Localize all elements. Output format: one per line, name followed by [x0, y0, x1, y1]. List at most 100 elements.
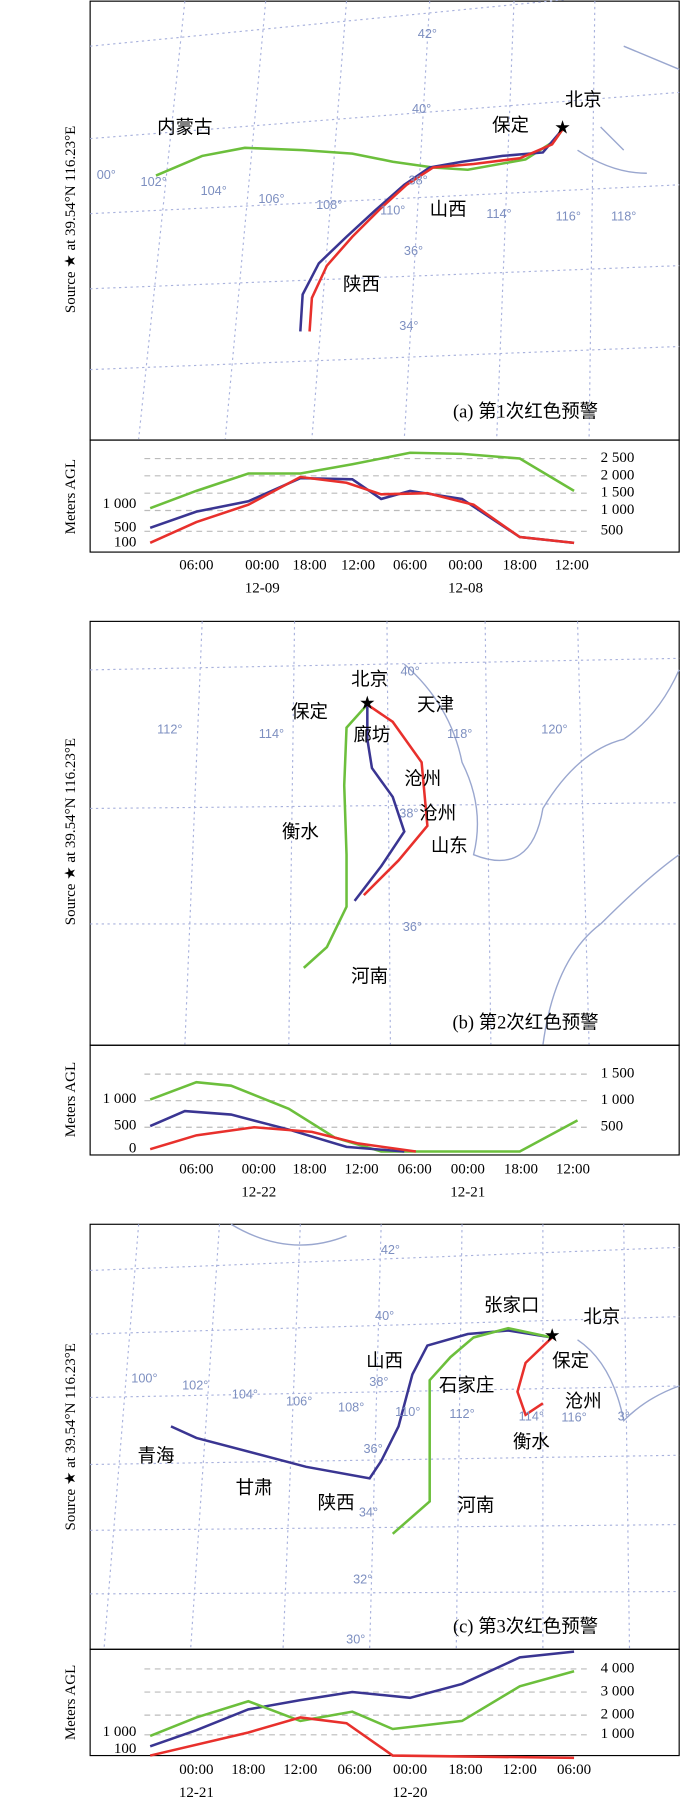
time-label: 12:00	[283, 1762, 317, 1778]
time-label: 18:00	[448, 1762, 482, 1778]
date-label: 12-21	[450, 1185, 485, 1201]
time-label: 12:00	[503, 1762, 537, 1778]
caption: (c) 第3次红色预警	[453, 1617, 598, 1638]
lon-label: 108°	[316, 198, 342, 212]
lat-label: 36°	[364, 1442, 383, 1456]
height-tick-right: 4 000	[601, 1660, 635, 1676]
lon-label: 120°	[541, 722, 567, 736]
time-label: 06:00	[393, 557, 427, 573]
lat-label: 40°	[400, 665, 419, 679]
lat-label: 40°	[375, 1309, 394, 1323]
lon-label: 112°	[449, 1407, 474, 1421]
lat-label: 34°	[399, 319, 418, 333]
height-tick-left: 1 000	[103, 496, 137, 512]
date-label: 12-21	[179, 1785, 214, 1801]
height-axis-label: Meters AGL	[63, 459, 79, 534]
source-label: Source ★ at 39.54°N 116.23°E	[63, 1343, 79, 1530]
height-tick-left: 100	[114, 534, 136, 550]
lat-label: 38°	[369, 1375, 388, 1389]
height-tick-right: 2 000	[601, 1707, 635, 1723]
lat-label: 38°	[409, 174, 428, 188]
height-tick-right: 500	[601, 523, 624, 539]
time-label: 18:00	[292, 557, 326, 573]
lon-label: 118°	[447, 727, 472, 741]
place-label: 北京	[583, 1307, 620, 1327]
place-label: 山西	[430, 200, 467, 220]
lon-label: 110°	[395, 1405, 420, 1419]
lon-label: 116°	[561, 1411, 586, 1425]
lon-label: 112°	[157, 722, 182, 736]
source-label: Source ★ at 39.54°N 116.23°E	[63, 126, 79, 313]
place-label: 廊坊	[353, 725, 390, 745]
place-label: 陕西	[343, 275, 380, 295]
lon-label: 114°	[519, 1410, 544, 1424]
lon-label: 106°	[258, 192, 284, 206]
lon-label: 106°	[286, 1394, 312, 1408]
height-tick-right: 1 000	[601, 1092, 635, 1108]
place-label: 内蒙古	[157, 118, 212, 138]
lat-label: 42°	[381, 1243, 400, 1257]
caption: (b) 第2次红色预警	[452, 1013, 598, 1034]
lon-label: 102°	[141, 175, 167, 189]
place-label: 北京	[351, 670, 388, 690]
place-label: 北京	[565, 90, 602, 110]
place-label: 衡水	[513, 1432, 550, 1452]
lat-label: 30°	[346, 1632, 365, 1646]
map-a: ★	[89, 0, 680, 553]
lon-label: 118°	[611, 209, 636, 223]
lon-label: 102°	[182, 1378, 208, 1392]
place-label: 张家口	[484, 1296, 539, 1316]
date-label: 12-20	[393, 1785, 428, 1801]
height-tick-right: 1 500	[601, 1066, 635, 1082]
height-axis-label: Meters AGL	[63, 1665, 79, 1740]
height-tick-left: 0	[129, 1141, 137, 1157]
height-tick-left: 100	[114, 1741, 136, 1757]
place-label: 河南	[351, 966, 388, 986]
time-label: 00:00	[242, 1161, 276, 1177]
svg-text:★: ★	[544, 1326, 561, 1346]
height-tick-left: 1 000	[103, 1724, 137, 1740]
lon-label: 3°	[618, 1410, 630, 1424]
time-label: 12:00	[344, 1161, 378, 1177]
time-label: 06:00	[398, 1161, 432, 1177]
caption: (a) 第1次红色预警	[453, 402, 598, 423]
time-label: 18:00	[504, 1161, 538, 1177]
lon-label: 110°	[380, 204, 405, 218]
place-label: 石家庄	[439, 1375, 494, 1395]
lat-label: 34°	[359, 1505, 378, 1519]
height-tick-right: 2 000	[601, 467, 635, 483]
date-label: 12-22	[241, 1185, 276, 1201]
time-label: 06:00	[179, 557, 213, 573]
date-label: 12-09	[245, 580, 280, 596]
place-label: 青海	[137, 1446, 174, 1466]
place-label: 河南	[457, 1495, 494, 1515]
lon-label: 104°	[201, 184, 227, 198]
place-label: 保定	[291, 702, 328, 722]
lon-label: 104°	[232, 1388, 258, 1402]
lon-label: 108°	[338, 1400, 364, 1414]
place-label: 沧州	[404, 769, 441, 789]
height-tick-right: 2 500	[601, 450, 635, 466]
date-label: 12-08	[448, 580, 483, 596]
height-tick-left: 1 000	[103, 1091, 137, 1107]
place-label: 沧州	[419, 804, 456, 824]
time-label: 12:00	[341, 557, 375, 573]
lon-label: 116°	[556, 209, 581, 223]
height-tick-left: 500	[114, 1118, 136, 1134]
lat-label: 36°	[403, 920, 422, 934]
place-label: 天津	[417, 695, 454, 715]
time-label: 12:00	[555, 557, 589, 573]
time-label: 18:00	[292, 1161, 326, 1177]
place-label: 保定	[552, 1351, 589, 1371]
time-label: 00:00	[393, 1762, 427, 1778]
lat-label: 32°	[353, 1572, 372, 1586]
height-axis-label: Meters AGL	[63, 1062, 79, 1137]
lat-label: 42°	[418, 27, 437, 41]
height-tick-right: 1 000	[601, 502, 635, 518]
place-label: 陕西	[318, 1493, 355, 1513]
source-label: Source ★ at 39.54°N 116.23°E	[63, 738, 79, 925]
time-label: 06:00	[179, 1161, 213, 1177]
height-tick-right: 500	[601, 1119, 624, 1135]
height-tick-left: 500	[114, 519, 136, 535]
time-label: 06:00	[338, 1762, 372, 1778]
